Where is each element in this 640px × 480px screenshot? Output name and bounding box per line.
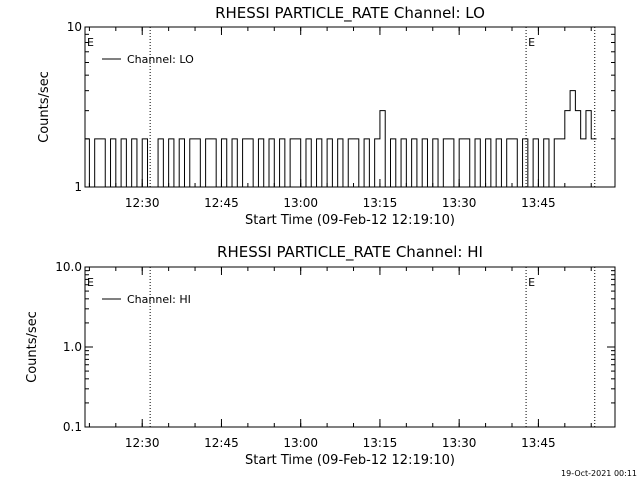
plot-frame bbox=[84, 266, 616, 428]
legend-label: Channel: LO bbox=[127, 53, 194, 66]
x-tick-label: 13:00 bbox=[283, 436, 318, 450]
y-tick-label: 10.0 bbox=[55, 260, 82, 274]
x-tick-label: 13:00 bbox=[283, 196, 318, 210]
x-tick-label: 13:15 bbox=[363, 196, 398, 210]
y-axis-label: Counts/sec bbox=[37, 71, 52, 143]
data-series-line bbox=[85, 90, 597, 188]
x-tick-label: 12:45 bbox=[204, 436, 239, 450]
chart-panel-2: RHESSI PARTICLE_RATE Channel: HI 0.1 1.0 10… bbox=[25, 243, 616, 468]
chart-title: RHESSI PARTICLE_RATE Channel: HI bbox=[217, 243, 483, 262]
x-axis-label: Start Time (09-Feb-12 12:19:10) bbox=[245, 453, 455, 468]
x-tick-label: 12:30 bbox=[125, 196, 160, 210]
y-tick-label: 1.0 bbox=[63, 340, 82, 354]
y-tick-label: 0.1 bbox=[63, 420, 82, 434]
x-tick-label: 13:30 bbox=[442, 196, 477, 210]
event-marker-label: E bbox=[528, 276, 535, 289]
render-timestamp: 19-Oct-2021 00:11 bbox=[561, 469, 637, 478]
x-tick-label: 12:30 bbox=[125, 436, 160, 450]
y-tick-label: 1 bbox=[74, 180, 82, 194]
event-marker-label: E bbox=[528, 36, 535, 49]
chart-title: RHESSI PARTICLE_RATE Channel: LO bbox=[215, 4, 485, 23]
x-axis-label: Start Time (09-Feb-12 12:19:10) bbox=[245, 213, 455, 228]
x-tick-label: 13:45 bbox=[521, 436, 556, 450]
x-tick-label: 12:45 bbox=[204, 196, 239, 210]
plot-frame bbox=[84, 26, 616, 188]
chart-panel-1: RHESSI PARTICLE_RATE Channel: LO 1 10 12:30… bbox=[37, 4, 616, 228]
event-marker-label: E bbox=[87, 276, 94, 289]
y-tick-label: 10 bbox=[67, 20, 82, 34]
y-axis-label: Counts/sec bbox=[25, 311, 40, 383]
x-tick-label: 13:15 bbox=[363, 436, 398, 450]
x-tick-label: 13:30 bbox=[442, 436, 477, 450]
event-marker-label: E bbox=[87, 36, 94, 49]
x-tick-label: 13:45 bbox=[521, 196, 556, 210]
legend-label: Channel: HI bbox=[127, 293, 191, 306]
